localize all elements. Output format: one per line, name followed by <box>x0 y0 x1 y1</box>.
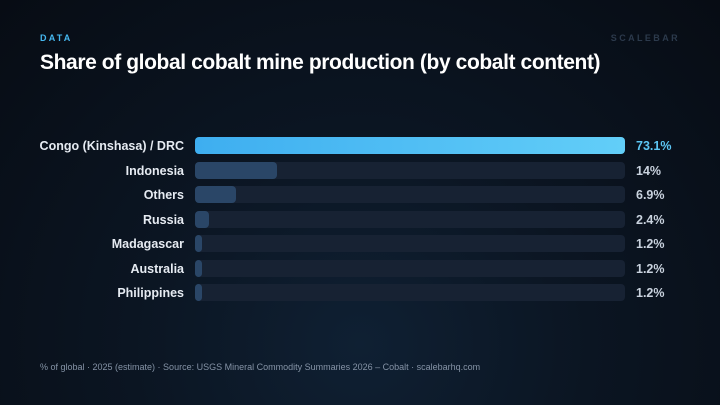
bar-row: Russia 2.4% <box>0 210 720 229</box>
bar-row: Congo (Kinshasa) / DRC 73.1% <box>0 137 720 155</box>
category-label: Congo (Kinshasa) / DRC <box>39 139 184 153</box>
category-label: Russia <box>143 212 184 227</box>
bar <box>195 210 210 228</box>
bar-row: Indonesia 14% <box>0 161 720 180</box>
bar <box>195 137 625 154</box>
bar <box>195 161 278 179</box>
value-label: 1.2% <box>636 237 665 251</box>
category-label: Indonesia <box>125 163 184 178</box>
value-label: 14% <box>636 163 662 178</box>
bar <box>195 235 203 252</box>
brand-logo-text: SCALEBAR <box>610 33 680 43</box>
bar-track <box>195 235 625 252</box>
value-label: 73.1% <box>636 139 672 153</box>
bar-track <box>195 161 625 179</box>
bar-track <box>195 186 625 203</box>
bar-row: Philippines 1.2% <box>0 284 720 302</box>
bar-track <box>195 259 625 277</box>
bar-track <box>195 284 625 301</box>
bar <box>195 284 203 301</box>
bar-track <box>195 210 625 228</box>
chart-title: Share of global cobalt mine production (… <box>40 51 601 74</box>
value-label: 6.9% <box>636 188 665 202</box>
category-label: Australia <box>130 261 185 276</box>
bar-row: Madagascar 1.2% <box>0 235 720 253</box>
bar <box>195 186 236 203</box>
bar-track <box>195 137 625 154</box>
bar-row: Others 6.9% <box>0 186 720 204</box>
footer-source-note: % of global · 2025 (estimate) · Source: … <box>40 362 481 372</box>
value-label: 1.2% <box>636 286 665 300</box>
bar-row: Australia 1.2% <box>0 259 720 278</box>
kicker-label: DATA <box>40 33 73 43</box>
category-label: Madagascar <box>111 237 184 251</box>
value-label: 1.2% <box>636 261 665 276</box>
category-label: Philippines <box>117 286 184 300</box>
bar <box>195 259 203 277</box>
value-label: 2.4% <box>636 212 665 227</box>
category-label: Others <box>143 188 184 202</box>
